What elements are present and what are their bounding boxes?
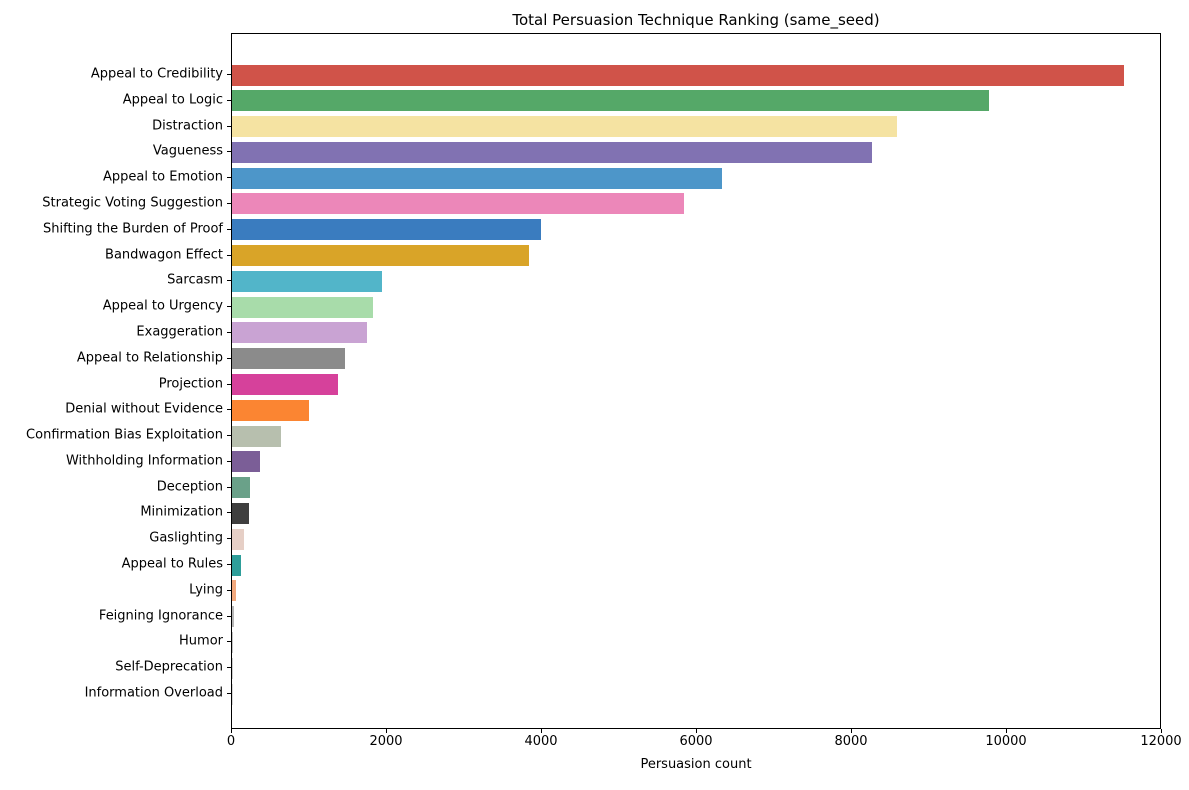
bar-vagueness xyxy=(232,141,873,163)
ytick-mark xyxy=(227,693,231,694)
ytick-mark xyxy=(227,280,231,282)
ytick-label-appeal-to-urgency: Appeal to Urgency xyxy=(102,298,223,314)
ytick-label-appeal-to-logic: Appeal to Logic xyxy=(122,92,223,108)
ytick-mark xyxy=(227,306,231,308)
bar-appeal-to-logic xyxy=(232,90,990,112)
ytick-label-distraction: Distraction xyxy=(152,118,223,134)
ytick-label-humor: Humor xyxy=(179,633,223,649)
bar-appeal-to-rules xyxy=(232,554,242,576)
bar-distraction xyxy=(232,116,898,138)
ytick-mark xyxy=(227,383,231,385)
ytick-mark xyxy=(227,228,231,230)
ytick-mark xyxy=(227,254,231,256)
ytick-label-confirmation-bias-exploitation: Confirmation Bias Exploitation xyxy=(26,427,223,443)
bar-appeal-to-credibility xyxy=(232,64,1124,86)
bar-withholding-information xyxy=(232,451,260,473)
ytick-mark xyxy=(227,151,231,153)
ytick-mark xyxy=(227,641,231,643)
bar-denial-without-evidence xyxy=(232,399,310,421)
ytick-label-sarcasm: Sarcasm xyxy=(167,272,223,288)
xtick-label-6000: 6000 xyxy=(679,734,713,749)
ytick-mark xyxy=(227,486,231,488)
bar-gaslighting xyxy=(232,528,244,550)
ytick-label-denial-without-evidence: Denial without Evidence xyxy=(65,401,223,417)
xtick-label-2000: 2000 xyxy=(369,734,403,749)
xtick-label-12000: 12000 xyxy=(1140,734,1182,749)
ytick-label-withholding-information: Withholding Information xyxy=(65,453,223,469)
ytick-mark xyxy=(227,331,231,333)
plot-area xyxy=(231,33,1161,729)
xtick-label-4000: 4000 xyxy=(524,734,558,749)
bar-confirmation-bias-exploitation xyxy=(232,425,281,447)
ytick-label-deception: Deception xyxy=(156,479,223,495)
ytick-mark xyxy=(227,357,231,359)
ytick-label-feigning-ignorance: Feigning Ignorance xyxy=(98,608,223,624)
bar-feigning-ignorance xyxy=(232,606,234,628)
xtick-mark xyxy=(1006,729,1007,733)
bar-bandwagon-effect xyxy=(232,245,529,267)
ytick-label-appeal-to-rules: Appeal to Rules xyxy=(121,556,223,572)
ytick-label-shifting-the-burden-of-proof: Shifting the Burden of Proof xyxy=(43,221,223,237)
xtick-mark xyxy=(851,729,852,733)
ytick-label-strategic-voting-suggestion: Strategic Voting Suggestion xyxy=(42,195,223,211)
xtick-label-8000: 8000 xyxy=(834,734,868,749)
ytick-mark xyxy=(227,435,231,437)
ytick-label-gaslighting: Gaslighting xyxy=(149,530,223,546)
ytick-mark xyxy=(227,202,231,204)
ytick-mark xyxy=(227,177,231,179)
ytick-label-appeal-to-credibility: Appeal to Credibility xyxy=(90,66,223,82)
xtick-mark xyxy=(231,729,232,733)
bar-projection xyxy=(232,374,338,395)
ytick-label-vagueness: Vagueness xyxy=(152,143,223,159)
ytick-label-exaggeration: Exaggeration xyxy=(136,324,223,340)
xtick-mark xyxy=(541,729,542,733)
ytick-label-information-overload: Information Overload xyxy=(84,685,223,701)
bar-exaggeration xyxy=(232,322,367,344)
ytick-mark xyxy=(227,99,231,101)
ytick-mark xyxy=(227,460,231,462)
ytick-label-appeal-to-relationship: Appeal to Relationship xyxy=(76,350,223,366)
xtick-mark xyxy=(386,729,387,733)
ytick-mark xyxy=(227,512,231,514)
bar-shifting-the-burden-of-proof xyxy=(232,219,541,241)
ytick-label-projection: Projection xyxy=(158,376,223,391)
x-axis-title: Persuasion count xyxy=(640,757,752,772)
bar-appeal-to-urgency xyxy=(232,296,373,318)
ytick-mark xyxy=(227,125,231,127)
ytick-mark xyxy=(227,615,231,617)
ytick-label-self-deprecation: Self-Deprecation xyxy=(115,659,223,675)
bar-appeal-to-emotion xyxy=(232,167,723,189)
chart-title: Total Persuasion Technique Ranking (same… xyxy=(512,11,880,29)
bar-sarcasm xyxy=(232,270,383,292)
ytick-mark xyxy=(227,538,231,540)
xtick-mark xyxy=(1161,729,1162,733)
bar-lying xyxy=(232,580,237,602)
ytick-label-minimization: Minimization xyxy=(140,504,223,520)
xtick-label-10000: 10000 xyxy=(985,734,1027,749)
ytick-mark xyxy=(227,667,231,669)
ytick-label-appeal-to-emotion: Appeal to Emotion xyxy=(102,169,223,185)
ytick-mark xyxy=(227,74,231,75)
ytick-mark xyxy=(227,409,231,411)
bar-strategic-voting-suggestion xyxy=(232,193,685,215)
bar-deception xyxy=(232,477,250,499)
ytick-mark xyxy=(227,589,231,591)
xtick-mark xyxy=(696,729,697,733)
bar-minimization xyxy=(232,502,249,524)
bar-humor xyxy=(232,631,233,653)
bar-appeal-to-relationship xyxy=(232,348,345,370)
xtick-label-0: 0 xyxy=(226,734,236,749)
ytick-label-bandwagon-effect: Bandwagon Effect xyxy=(105,247,223,263)
ytick-mark xyxy=(227,564,231,566)
ytick-label-lying: Lying xyxy=(189,582,223,598)
